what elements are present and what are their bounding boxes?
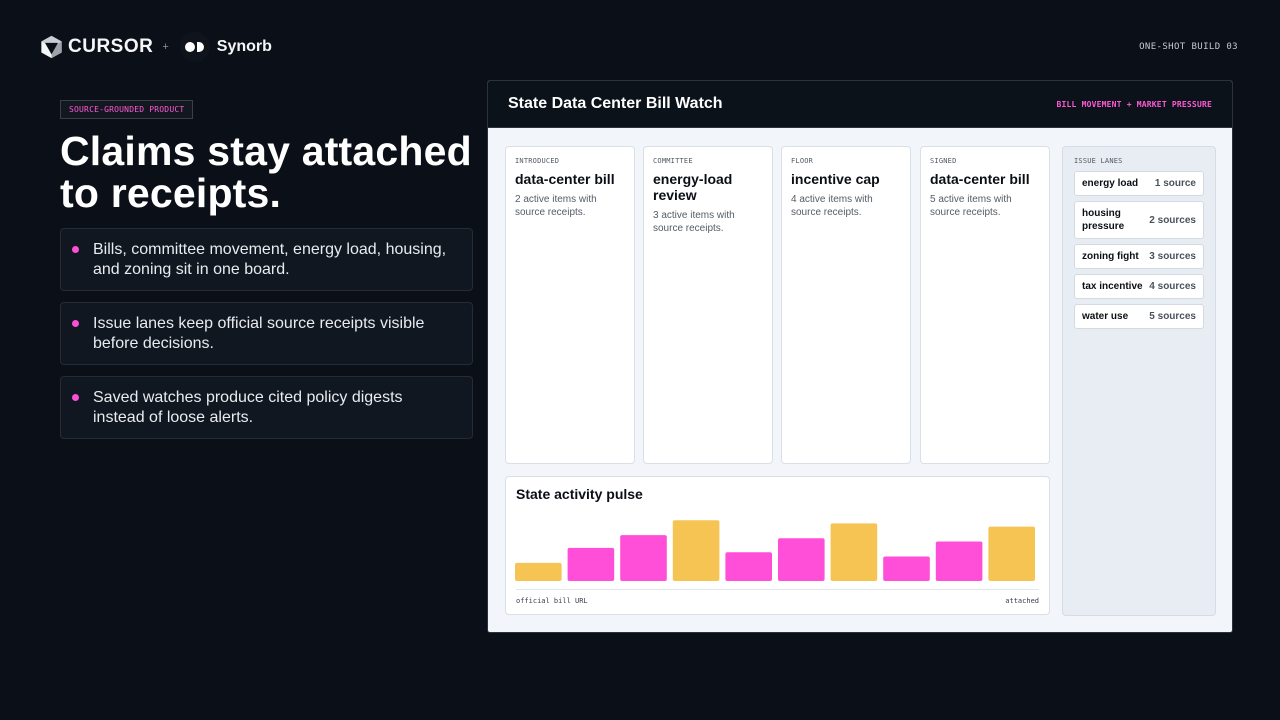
stage-name: data-center bill [515, 171, 615, 187]
pulse-bar [883, 556, 930, 581]
page-title: Claims stay attached to receipts. [60, 128, 472, 216]
lane-count: 3 sources [1149, 251, 1196, 262]
lane-chip-zoning-fight[interactable]: zoning fight 3 sources [1074, 244, 1204, 269]
lane-chip-energy-load[interactable]: energy load 1 source [1074, 171, 1204, 196]
stage-name: data-center bill [930, 171, 1030, 187]
cursor-wordmark: CURSOR [68, 36, 154, 57]
lane-count: 2 sources [1149, 214, 1196, 226]
lane-count: 5 sources [1149, 311, 1196, 322]
lane-chip-housing-pressure[interactable]: housing pressure 2 sources [1074, 201, 1204, 239]
pulse-title: State activity pulse [516, 486, 643, 502]
feature-list: Bills, committee movement, energy load, … [60, 228, 473, 450]
feature-text: Saved watches produce cited policy diges… [93, 388, 403, 426]
lane-chip-water-use[interactable]: water use 5 sources [1074, 304, 1204, 329]
brand-plus: + [162, 41, 169, 53]
lane-name: tax incentive [1082, 281, 1143, 292]
issue-lanes: ISSUE LANES energy load 1 source housing… [1062, 146, 1216, 616]
issue-lanes-label: ISSUE LANES [1074, 157, 1123, 165]
stage-description: 3 active items with source receipts. [653, 210, 735, 234]
stage-description: 4 active items with source receipts. [791, 194, 873, 218]
stage-label: INTRODUCED [515, 157, 560, 165]
bullet-dot-icon [72, 320, 79, 327]
stage-label: SIGNED [930, 157, 957, 165]
bill-watch-panel: State Data Center Bill Watch BILL MOVEME… [487, 80, 1233, 633]
feature-card: Issue lanes keep official source receipt… [60, 302, 473, 365]
stage-label: FLOOR [791, 157, 814, 165]
feature-card: Bills, committee movement, energy load, … [60, 228, 473, 291]
pulse-divider [516, 589, 1039, 590]
lane-chip-tax-incentive[interactable]: tax incentive 4 sources [1074, 274, 1204, 299]
lane-name: energy load [1082, 178, 1139, 189]
lane-name: housing pressure [1082, 208, 1125, 232]
lane-name: zoning fight [1082, 251, 1139, 262]
pulse-bar [778, 538, 825, 581]
stage-card-introduced[interactable]: INTRODUCED data-center bill 2 active ite… [505, 146, 635, 464]
feature-card: Saved watches produce cited policy diges… [60, 376, 473, 439]
pulse-bar [988, 526, 1035, 581]
lane-name: water use [1082, 311, 1129, 322]
pulse-footer-status: attached [1005, 597, 1039, 605]
synorb-logo-icon [179, 32, 210, 62]
panel-header: State Data Center Bill Watch BILL MOVEME… [488, 81, 1232, 128]
activity-pulse-card: State activity pulse official bill URL a… [505, 476, 1050, 615]
feature-text: Bills, committee movement, energy load, … [93, 240, 447, 278]
synorb-wordmark: Synorb [216, 38, 272, 55]
feature-text: Issue lanes keep official source receipt… [93, 314, 425, 352]
pulse-bar [515, 562, 562, 581]
stage-card-committee[interactable]: COMMITTEE energy-load review 3 active it… [643, 146, 773, 464]
pulse-bar [725, 552, 772, 581]
pulse-bar [935, 541, 983, 581]
stage-description: 5 active items with source receipts. [930, 194, 1012, 218]
bullet-dot-icon [72, 394, 79, 401]
build-tag: ONE-SHOT BUILD 03 [1139, 42, 1238, 52]
stage-name: incentive cap [791, 171, 880, 187]
lane-count: 4 sources [1149, 281, 1196, 292]
cursor-logo-icon [41, 35, 62, 59]
bullet-dot-icon [72, 246, 79, 253]
stage-label: COMMITTEE [653, 157, 693, 165]
stage-name: energy-load review [653, 171, 733, 203]
pulse-bar [620, 535, 667, 581]
stage-description: 2 active items with source receipts. [515, 194, 597, 218]
brand-row: CURSOR + Synorb [40, 32, 272, 62]
pulse-bar [830, 523, 878, 581]
kicker-badge: SOURCE-GROUNDED PRODUCT [60, 100, 194, 119]
pulse-bar [672, 520, 720, 581]
pulse-footer-source[interactable]: official bill URL [516, 597, 588, 605]
stage-card-signed[interactable]: SIGNED data-center bill 5 active items w… [920, 146, 1050, 464]
panel-subtitle: BILL MOVEMENT + MARKET PRESSURE [1056, 99, 1212, 109]
stage-card-floor[interactable]: FLOOR incentive cap 4 active items with … [781, 146, 911, 464]
panel-title: State Data Center Bill Watch [508, 95, 723, 112]
pulse-bar [567, 547, 615, 581]
lane-count: 1 source [1154, 178, 1196, 189]
activity-pulse-chart [515, 520, 1035, 581]
